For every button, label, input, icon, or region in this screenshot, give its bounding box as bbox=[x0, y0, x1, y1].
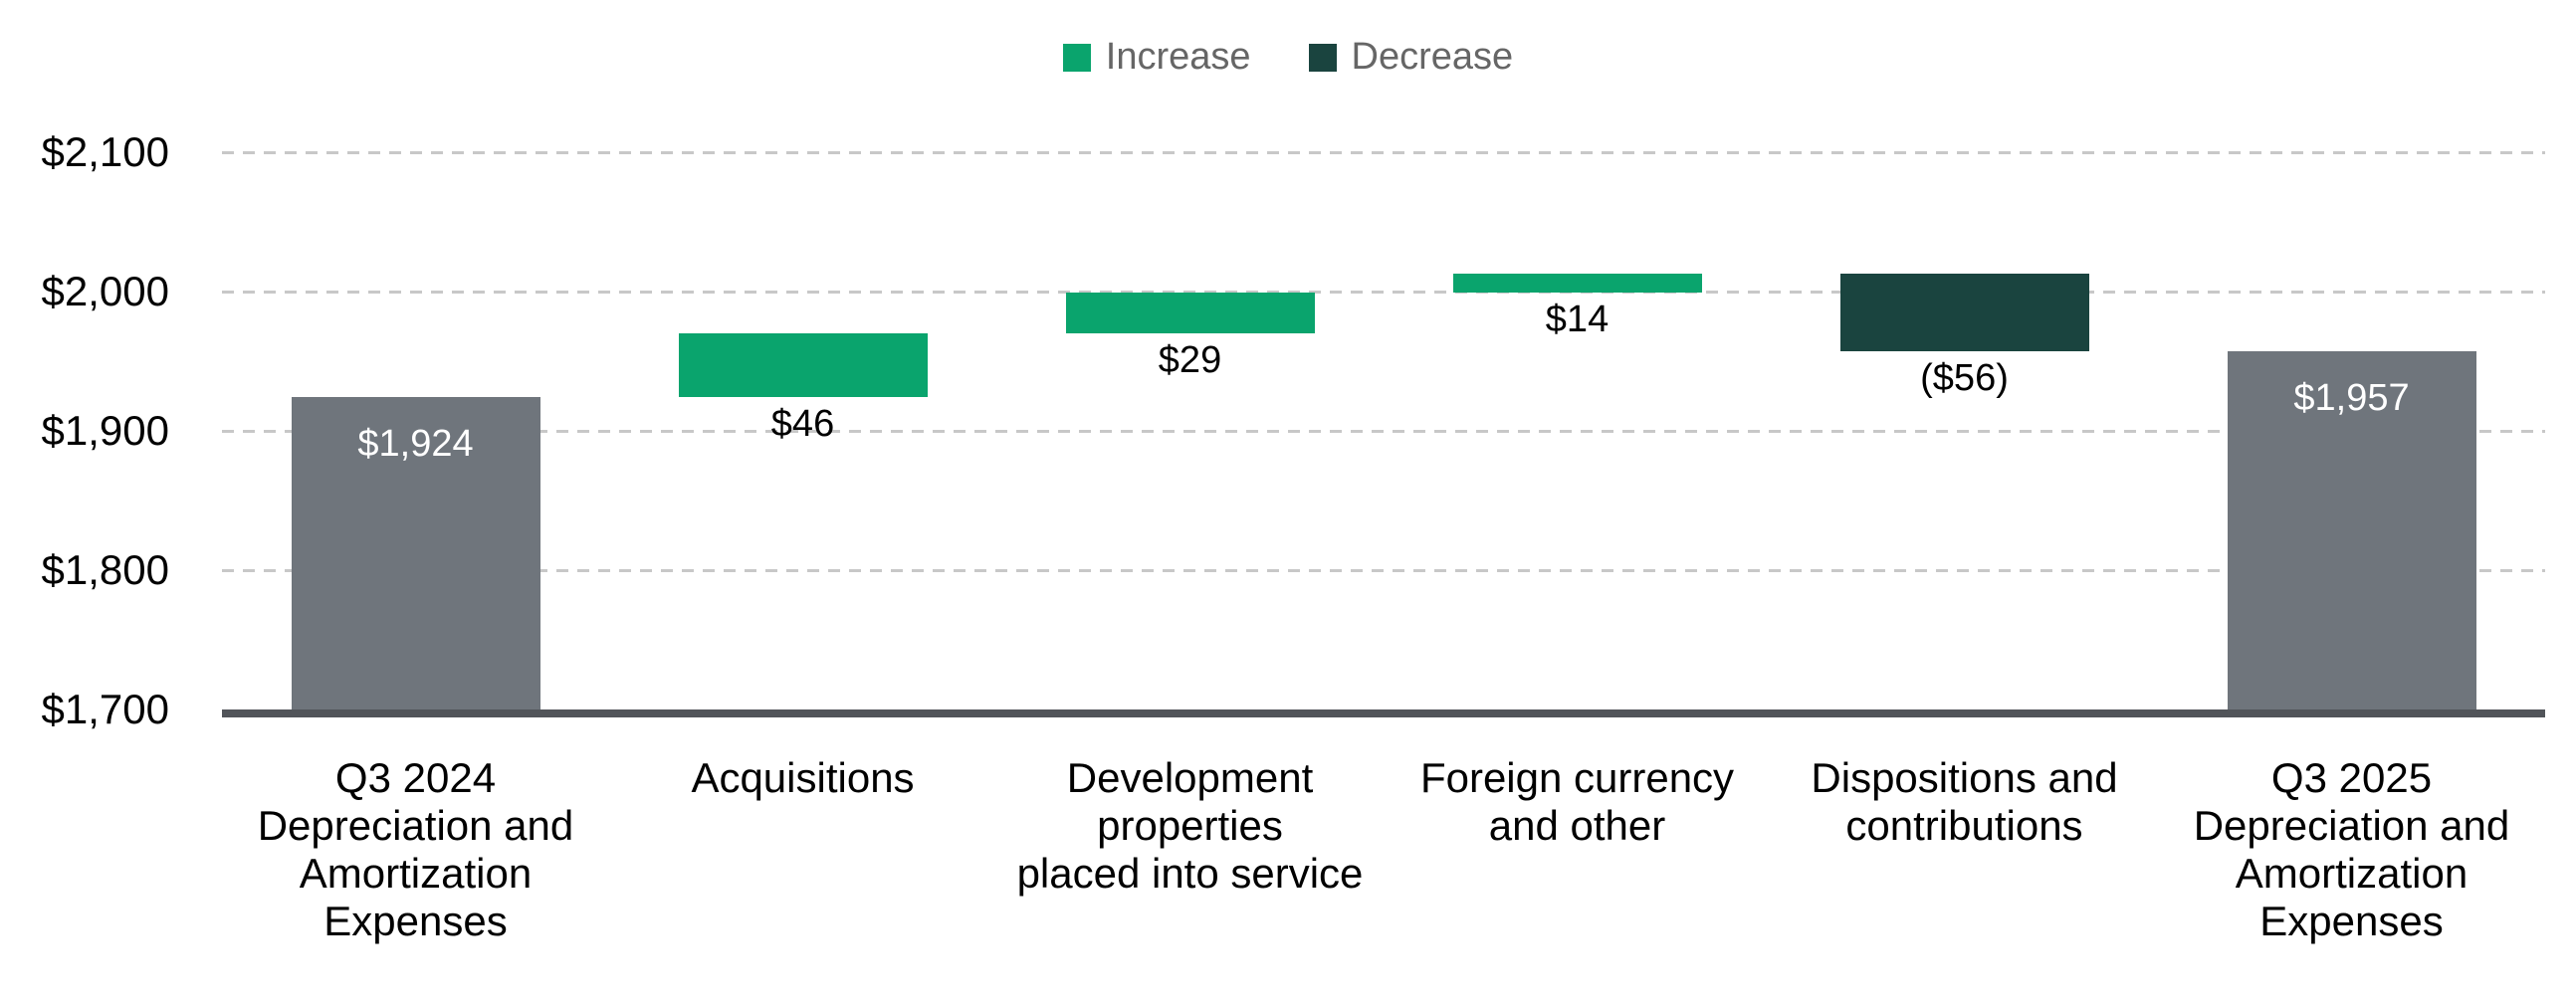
category-label-4: Foreign currency and other bbox=[1419, 754, 1735, 849]
legend-swatch-increase bbox=[1062, 43, 1091, 72]
data-label-6: $1,957 bbox=[2293, 377, 2410, 420]
data-label-4: $14 bbox=[1545, 299, 1610, 341]
data-label-5: ($56) bbox=[1920, 357, 2009, 400]
legend-item-decrease: Decrease bbox=[1308, 36, 1514, 79]
y-axis-tick-1900: $1,900 bbox=[41, 407, 169, 454]
category-label-6: Q3 2025 Depreciation and Amortization Ex… bbox=[2193, 754, 2510, 944]
legend-swatch-decrease bbox=[1308, 43, 1337, 72]
bar-increase-4 bbox=[1452, 273, 1702, 294]
data-label-3: $29 bbox=[1158, 339, 1222, 381]
bar-total-1 bbox=[291, 397, 540, 709]
gridline-1800 bbox=[222, 568, 2545, 572]
category-label-2: Acquisitions bbox=[691, 754, 915, 801]
x-axis-line bbox=[222, 709, 2545, 717]
y-axis-tick-1700: $1,700 bbox=[41, 686, 169, 732]
legend-label-decrease: Decrease bbox=[1351, 36, 1514, 78]
y-axis-tick-2100: $2,100 bbox=[41, 128, 169, 175]
bar-total-6 bbox=[2227, 351, 2476, 709]
legend-item-increase: Increase bbox=[1062, 36, 1251, 79]
gridline-2000 bbox=[222, 290, 2545, 294]
data-label-2: $46 bbox=[770, 403, 835, 446]
bar-increase-2 bbox=[678, 333, 928, 398]
gridline-2100 bbox=[222, 150, 2545, 154]
category-label-1: Q3 2024 Depreciation and Amortization Ex… bbox=[257, 754, 574, 944]
data-label-1: $1,924 bbox=[357, 423, 474, 466]
category-label-3: Development properties placed into servi… bbox=[1016, 754, 1364, 897]
legend-label-increase: Increase bbox=[1105, 36, 1251, 78]
bar-increase-3 bbox=[1065, 293, 1315, 333]
bar-decrease-5 bbox=[1839, 273, 2089, 352]
y-axis-tick-2000: $2,000 bbox=[41, 268, 169, 314]
category-label-5: Dispositions and contributions bbox=[1811, 754, 2118, 849]
chart-legend: Increase Decrease bbox=[0, 36, 2576, 79]
y-axis-tick-1800: $1,800 bbox=[41, 546, 169, 593]
gridline-1900 bbox=[222, 429, 2545, 433]
